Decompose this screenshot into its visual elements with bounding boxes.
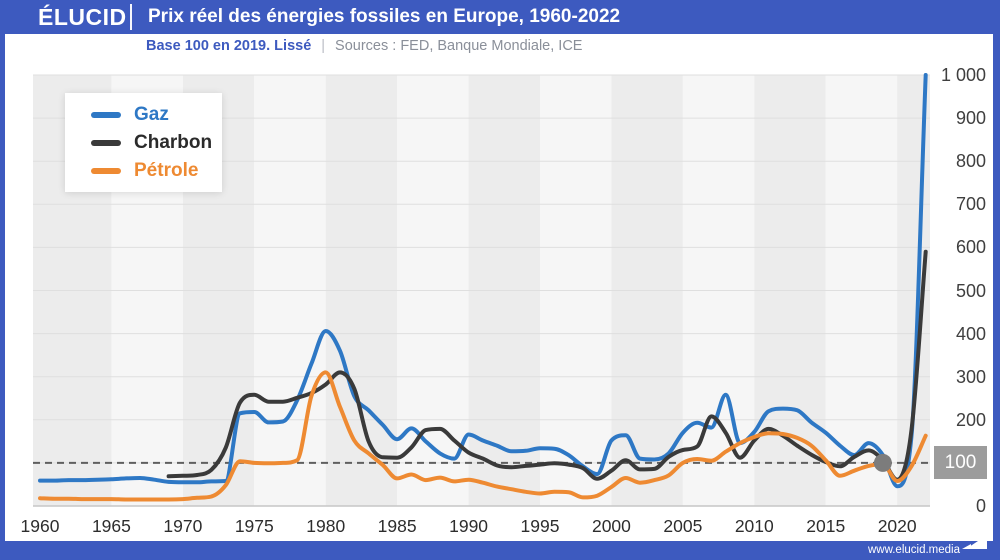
x-tick-label: 1960 xyxy=(20,516,60,536)
footer-url: www.elucid.media xyxy=(867,544,960,556)
x-tick-label: 2000 xyxy=(591,516,631,536)
header-separator xyxy=(130,4,132,30)
base-year-marker xyxy=(873,453,892,472)
y-tick-label: 0 xyxy=(975,496,986,516)
x-tick-label: 2010 xyxy=(734,516,774,536)
subtitle-base: Base 100 en 2019. Lissé xyxy=(146,38,312,54)
legend-item-pétrole: Pétrole xyxy=(65,157,222,185)
x-tick-label: 1980 xyxy=(306,516,346,536)
y-tick-label: 300 xyxy=(955,366,986,387)
x-tick-label: 1975 xyxy=(234,516,274,536)
x-tick-label: 1970 xyxy=(163,516,203,536)
subtitle-separator: | xyxy=(321,38,326,54)
x-tick-label: 1995 xyxy=(520,516,560,536)
legend-swatch-charbon xyxy=(91,140,121,146)
right-border xyxy=(993,0,1000,560)
legend-swatch-gaz xyxy=(91,112,121,118)
left-border xyxy=(0,0,5,560)
y-tick-label: 900 xyxy=(955,108,986,129)
x-tick-label: 1985 xyxy=(377,516,417,536)
elucid-logo: ÉLUCID xyxy=(38,4,127,30)
x-tick-label: 1965 xyxy=(91,516,131,536)
y-tick-label: 1 000 xyxy=(940,65,986,85)
y-tick-label: 600 xyxy=(955,237,986,258)
series-line-pétrole xyxy=(38,370,928,502)
subtitle-sources: Sources : FED, Banque Mondiale, ICE xyxy=(335,38,583,54)
y-tick-label-highlight: 100 xyxy=(934,446,987,480)
series-line-gaz xyxy=(38,73,928,489)
y-tick-label: 700 xyxy=(955,194,986,215)
legend-swatch-pétrole xyxy=(91,168,121,174)
x-tick-label: 2015 xyxy=(806,516,846,536)
header-bar: ÉLUCID Prix réel des énergies fossiles e… xyxy=(0,0,1000,34)
page-title: Prix réel des énergies fossiles en Europ… xyxy=(148,6,621,27)
flag-icon xyxy=(962,535,987,549)
legend-label: Gaz xyxy=(134,104,169,125)
subtitle: Base 100 en 2019. Lissé | Sources : FED, B… xyxy=(146,34,582,58)
y-tick-label: 400 xyxy=(955,323,986,344)
x-tick-label: 1990 xyxy=(449,516,489,536)
chart-legend: Gaz Charbon Pétrole xyxy=(65,93,222,192)
x-tick-label: 2005 xyxy=(663,516,703,536)
legend-label: Charbon xyxy=(134,132,213,153)
legend-label: Pétrole xyxy=(134,160,199,181)
y-tick-label: 500 xyxy=(955,280,986,301)
footer-bar xyxy=(0,541,1000,560)
y-tick-label: 200 xyxy=(955,409,986,430)
legend-item-charbon: Charbon xyxy=(65,129,222,157)
y-tick-label: 800 xyxy=(955,151,986,172)
legend-item-gaz: Gaz xyxy=(65,101,222,129)
series-line-charbon xyxy=(166,249,928,482)
x-tick-label: 2020 xyxy=(877,516,917,536)
